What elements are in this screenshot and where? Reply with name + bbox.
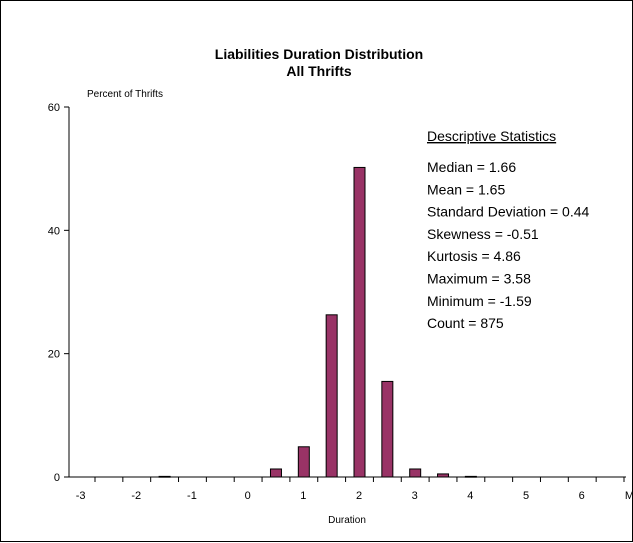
bar — [269, 468, 282, 478]
bar — [409, 468, 422, 478]
descriptive-statistics: Median = 1.66 Mean = 1.65 Standard Deviati… — [427, 159, 589, 331]
x-tick-label: -3 — [76, 490, 86, 502]
stat-line: Mean = 1.65 — [427, 181, 505, 197]
x-tick-label: 1 — [300, 490, 306, 502]
stat-line: Minimum = -1.59 — [427, 293, 532, 309]
y-tick-label: 20 — [48, 349, 60, 361]
x-tick-label: 4 — [467, 490, 473, 502]
axes — [64, 106, 626, 482]
x-tick-label: -2 — [131, 490, 141, 502]
bar — [381, 380, 394, 478]
bar — [464, 475, 477, 478]
stat-line: Count = 875 — [427, 315, 504, 331]
x-tick-label: 6 — [579, 490, 585, 502]
chart-title: Liabilities Duration Distribution — [215, 46, 423, 62]
x-axis-label: Duration — [328, 515, 366, 526]
stat-line: Median = 1.66 — [427, 159, 516, 175]
x-tick-label: More — [625, 490, 633, 502]
x-tick-label: 2 — [356, 490, 362, 502]
y-tick-label: 40 — [48, 225, 60, 237]
bar — [325, 314, 338, 478]
stat-line: Skewness = -0.51 — [427, 226, 539, 242]
stat-line: Kurtosis = 4.86 — [427, 248, 521, 264]
stat-line: Maximum = 3.58 — [427, 271, 531, 287]
bar — [158, 475, 171, 478]
y-axis-label: Percent of Thrifts — [87, 89, 163, 100]
bar — [297, 446, 310, 478]
tick-labels: 0 20 40 60 -3 -2 -1 0 1 2 3 4 5 6 More — [48, 102, 633, 502]
x-tick-label: 5 — [523, 490, 529, 502]
bars — [158, 166, 477, 478]
x-tick-label: -1 — [187, 490, 197, 502]
x-tick-label: 3 — [412, 490, 418, 502]
bar — [437, 473, 450, 478]
x-tick-label: 0 — [245, 490, 251, 502]
bar — [353, 166, 366, 478]
chart-subtitle: All Thrifts — [286, 63, 352, 79]
y-tick-label: 60 — [48, 102, 60, 114]
y-tick-label: 0 — [54, 472, 60, 484]
stats-heading: Descriptive Statistics — [427, 128, 556, 144]
stat-line: Standard Deviation = 0.44 — [427, 204, 589, 220]
